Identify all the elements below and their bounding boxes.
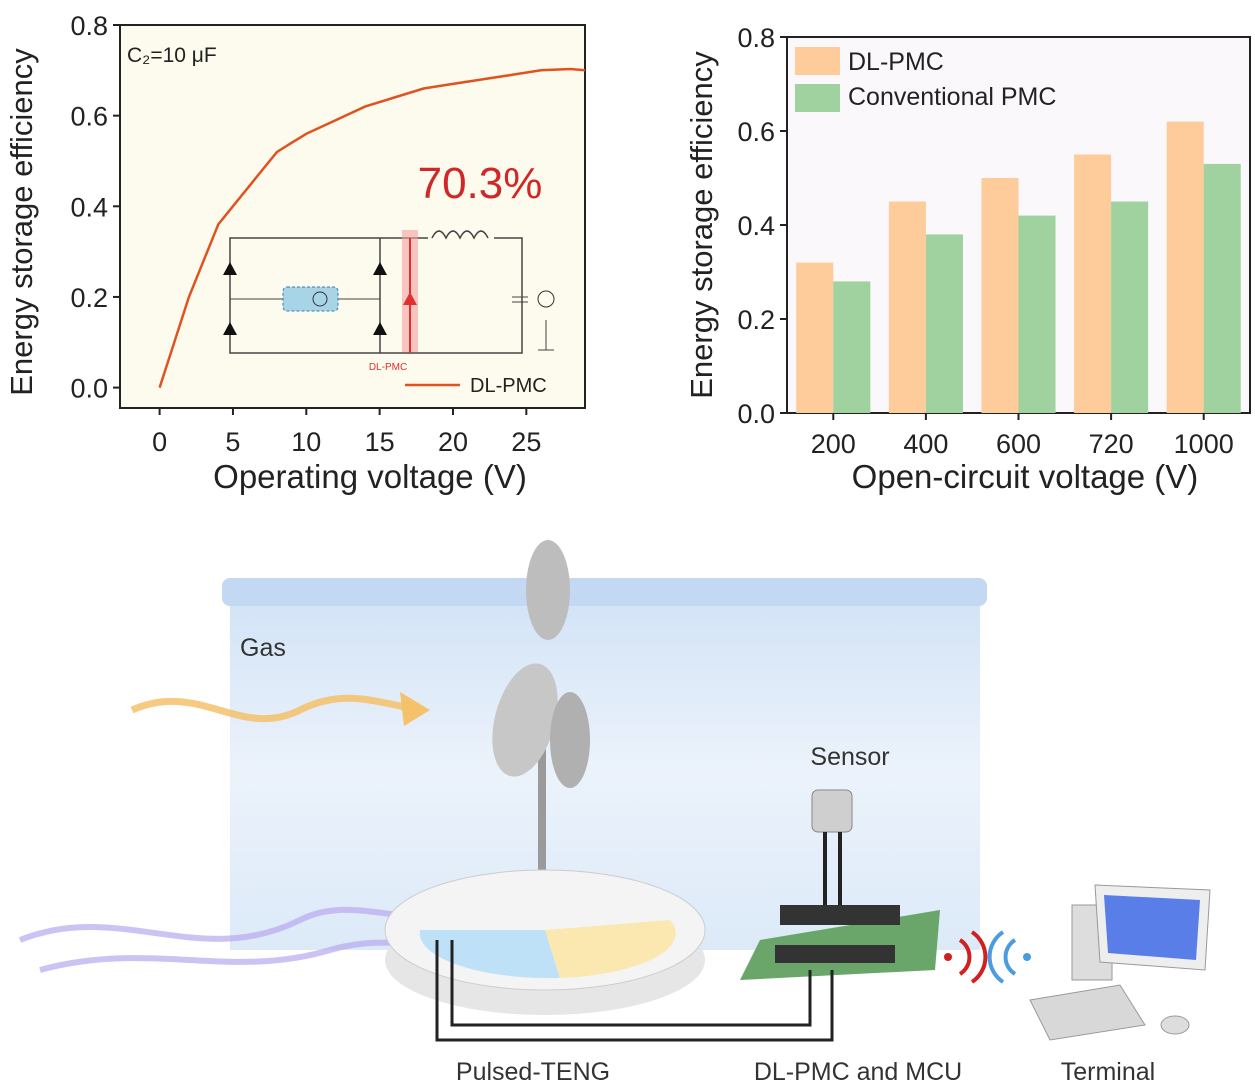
x-tick-label: 200 xyxy=(811,429,856,459)
arrow-head-icon xyxy=(400,692,430,726)
pmc-circuit-board xyxy=(740,905,940,980)
efficiency-highlight: 70.3% xyxy=(418,159,543,208)
y-tick-label: 0.8 xyxy=(70,11,108,41)
circuit-inset: DL-PMC xyxy=(223,230,555,373)
y-tick-label: 0.0 xyxy=(70,374,108,404)
legend-label: DL-PMC xyxy=(470,375,547,397)
wireless-signal-icon xyxy=(944,930,1031,984)
x-tick-label: 10 xyxy=(291,427,321,457)
x-tick-label: 0 xyxy=(152,427,167,457)
y-axis-label: Energy storage efficiency xyxy=(684,51,719,399)
teng-disk xyxy=(384,869,706,1015)
x-tick-label: 15 xyxy=(365,427,395,457)
bar-chart: 200 400 600 720 1000 0.0 0.2 0.4 0.6 0.8 DL-PMC C… xyxy=(684,23,1251,495)
bar-dl-pmc xyxy=(1074,154,1112,413)
bar-dl-pmc xyxy=(796,262,834,413)
gas-label: Gas xyxy=(240,634,286,662)
inset-label: DL-PMC xyxy=(369,362,407,373)
wires xyxy=(435,940,834,1042)
y-tick-label: 0.4 xyxy=(737,211,775,241)
legend-swatch-conventional-pmc xyxy=(795,84,840,112)
x-axis-label: Operating voltage (V) xyxy=(213,458,527,495)
y-tick-label: 0.2 xyxy=(737,305,775,335)
x-tick-label: 20 xyxy=(438,427,468,457)
computer-terminal-icon xyxy=(1029,884,1211,1041)
bar-conventional-pmc xyxy=(1018,215,1056,413)
bar-conventional-pmc xyxy=(833,281,871,413)
sensor-label: Sensor xyxy=(810,743,889,771)
y-tick-label: 0.6 xyxy=(70,102,108,132)
x-axis-label: Open-circuit voltage (V) xyxy=(852,458,1199,495)
system-illustration: Gas Sensor xyxy=(18,540,1211,1085)
bar-conventional-pmc xyxy=(925,234,963,413)
legend-label-dl-pmc: DL-PMC xyxy=(848,48,944,76)
y-tick-label: 0.8 xyxy=(737,23,775,53)
gas-flow-arrow xyxy=(130,694,411,723)
x-tick-label: 600 xyxy=(996,429,1041,459)
capacitance-annotation: C₂=10 μF xyxy=(127,44,217,67)
bar-dl-pmc xyxy=(1166,121,1204,413)
legend-swatch-dl-pmc xyxy=(795,47,840,75)
y-tick-label: 0.0 xyxy=(737,399,775,429)
bar-conventional-pmc xyxy=(1203,163,1241,413)
x-tick-label: 1000 xyxy=(1174,429,1234,459)
x-tick-label: 720 xyxy=(1089,429,1134,459)
series-line-dl-pmc xyxy=(158,67,586,388)
turbine-fan xyxy=(492,540,590,895)
bar-conventional-pmc xyxy=(1111,201,1149,413)
bar-dl-pmc xyxy=(888,201,926,413)
terminal-label: Terminal xyxy=(1061,1058,1155,1085)
sensor xyxy=(811,789,853,910)
x-tick-label: 400 xyxy=(903,429,948,459)
y-tick-label: 0.6 xyxy=(737,117,775,147)
plot-area xyxy=(119,24,586,409)
y-axis-label: Energy storage efficiency xyxy=(4,48,39,396)
bar-dl-pmc xyxy=(981,178,1019,413)
line-chart: DL-PMC 0 5 10 15 20 25 0.0 0.2 0.4 0.6 0.8 C₂=10 μ… xyxy=(4,11,586,495)
y-tick-label: 0.2 xyxy=(70,283,108,313)
y-tick-label: 0.4 xyxy=(70,192,108,222)
pmc-label: DL-PMC and MCU xyxy=(754,1058,962,1085)
x-tick-label: 5 xyxy=(225,427,240,457)
teng-label: Pulsed-TENG xyxy=(456,1058,610,1085)
legend-label-conventional-pmc: Conventional PMC xyxy=(848,83,1056,111)
x-tick-label: 25 xyxy=(511,427,541,457)
